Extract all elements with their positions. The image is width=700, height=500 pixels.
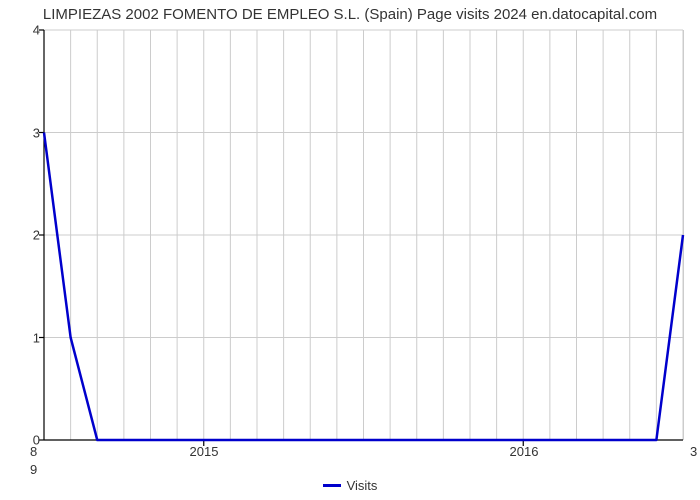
chart-title: LIMPIEZAS 2002 FOMENTO DE EMPLEO S.L. (S…: [0, 0, 700, 23]
chart-svg: [44, 30, 683, 440]
legend-item-visits: Visits: [323, 478, 378, 493]
grid: [44, 30, 683, 440]
axes: [39, 30, 683, 446]
y-tick-label: 3: [10, 125, 40, 140]
x-tick-label: 2015: [190, 444, 219, 459]
edge-label-right: 3: [690, 444, 697, 459]
y-tick-label: 4: [10, 23, 40, 38]
y-tick-label: 2: [10, 228, 40, 243]
x-tick-label: 2016: [510, 444, 539, 459]
edge-label-left-top: 8: [30, 444, 37, 459]
legend-swatch: [323, 484, 341, 487]
legend: Visits: [0, 474, 700, 493]
plot-area: [44, 30, 684, 440]
legend-label: Visits: [347, 478, 378, 493]
y-tick-label: 1: [10, 330, 40, 345]
